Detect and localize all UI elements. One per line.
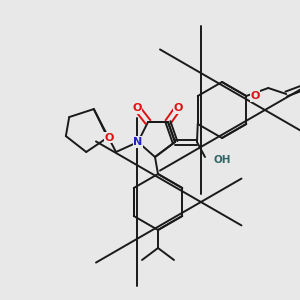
Text: O: O [132, 103, 142, 113]
Text: OH: OH [213, 155, 230, 165]
Text: O: O [105, 133, 114, 142]
Text: O: O [173, 103, 183, 113]
Text: O: O [250, 91, 260, 101]
Text: N: N [134, 137, 142, 147]
